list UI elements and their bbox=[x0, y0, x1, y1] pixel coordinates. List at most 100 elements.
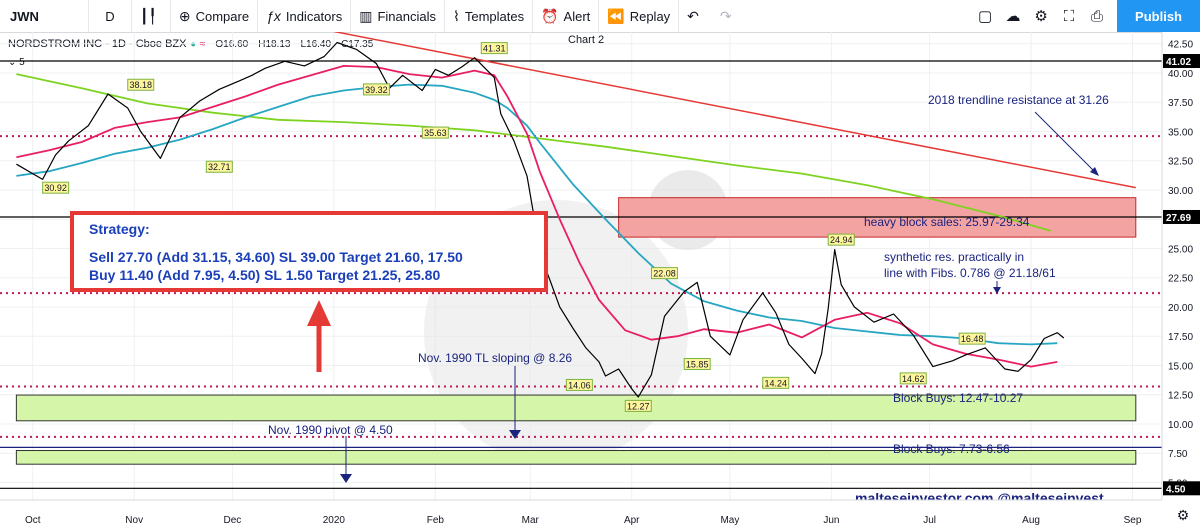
interval-label: D bbox=[105, 8, 115, 24]
strategy-buy: Buy 11.40 (Add 7.95, 4.50) SL 1.50 Targe… bbox=[89, 267, 440, 283]
layout-button[interactable]: ▢ bbox=[971, 0, 999, 32]
x-tick-label: Dec bbox=[224, 515, 242, 526]
alert-label: Alert bbox=[563, 8, 591, 24]
point-label: 39.32 bbox=[365, 85, 388, 95]
point-label: 32.71 bbox=[208, 162, 231, 172]
gear-icon: ⚙ bbox=[1034, 8, 1048, 25]
replay-icon: ⏪ bbox=[607, 7, 625, 24]
axis-settings-gear-icon[interactable]: ⚙ bbox=[1177, 507, 1190, 523]
legend-collapse-badge[interactable]: ⌄ 5 bbox=[8, 57, 25, 68]
y-tick-label: 32.50 bbox=[1168, 157, 1193, 168]
templates-icon: ⌇ bbox=[453, 7, 460, 24]
point-label-box bbox=[958, 332, 986, 345]
plus-circle-icon: ⊕ bbox=[178, 7, 191, 24]
y-tick-label: 7.50 bbox=[1168, 449, 1188, 460]
y-tick-label: 15.00 bbox=[1168, 361, 1193, 372]
price-badge bbox=[1163, 209, 1200, 224]
interval-button[interactable]: D bbox=[89, 0, 132, 32]
indicators-button[interactable]: ƒx Indicators bbox=[258, 0, 352, 32]
symbol-search[interactable]: JWN bbox=[0, 0, 89, 32]
block-buys-2-annotation: Block Buys: 7.73-6.56 bbox=[893, 442, 1010, 456]
synthetic-annotation-line2: line with Fibs. 0.786 @ 21.18/61 bbox=[884, 266, 1056, 280]
point-label-box bbox=[205, 160, 233, 173]
tl-1990-pointer-head-icon bbox=[509, 430, 521, 439]
y-tick-label: 17.50 bbox=[1168, 332, 1193, 343]
trendline-annotation: 2018 trendline resistance at 31.26 bbox=[928, 93, 1109, 107]
point-label: 41.31 bbox=[483, 44, 506, 54]
x-tick-label: Apr bbox=[624, 515, 640, 526]
replay-label: Replay bbox=[629, 8, 671, 24]
undo-button[interactable]: ↶ bbox=[679, 0, 712, 32]
price-badge-label: 4.50 bbox=[1166, 484, 1186, 495]
block-buys-1-annotation: Block Buys: 12.47-10.27 bbox=[893, 391, 1023, 405]
layout-icon: ▢ bbox=[977, 8, 993, 25]
alert-button[interactable]: ⏰ Alert bbox=[533, 0, 600, 32]
synthetic-pointer-head-icon bbox=[993, 287, 1001, 294]
y-tick-label: 30.00 bbox=[1168, 186, 1193, 197]
camera-icon: ⎙ bbox=[1091, 7, 1104, 25]
x-tick-label: Jun bbox=[823, 515, 839, 526]
y-tick-label: 20.00 bbox=[1168, 303, 1193, 314]
legend-badge-value: 5 bbox=[19, 57, 25, 68]
axis-corner bbox=[1162, 500, 1200, 532]
x-tick-label: Jul bbox=[923, 515, 936, 526]
fullscreen-icon: ⛶ bbox=[1063, 7, 1075, 25]
candles-icon: ┃╿ bbox=[140, 7, 157, 24]
save-button[interactable]: ☁ bbox=[999, 0, 1027, 32]
publish-label: Publish bbox=[1135, 8, 1182, 24]
financials-button[interactable]: ▥ Financials bbox=[351, 0, 445, 32]
tl-1990-annotation: Nov. 1990 TL sloping @ 8.26 bbox=[418, 351, 572, 365]
x-tick-label: Aug bbox=[1022, 515, 1040, 526]
series-line-ma-mid bbox=[16, 83, 1058, 346]
pivot-1990-annotation: Nov. 1990 pivot @ 4.50 bbox=[268, 423, 393, 437]
series-line-ma-long bbox=[16, 73, 1051, 232]
x-tick-label: Sep bbox=[1124, 515, 1142, 526]
x-axis: Oct Nov Dec 2020 Feb Mar Apr May Jun Jul Aug Sep bbox=[0, 499, 1162, 532]
point-label-box bbox=[480, 42, 508, 55]
price-badge bbox=[1163, 54, 1200, 69]
fx-icon: ƒx bbox=[266, 8, 281, 24]
compare-button[interactable]: ⊕ Compare bbox=[171, 0, 259, 32]
y-axis: 42.5040.0037.5035.0032.5030.0027.5025.00… bbox=[1161, 32, 1200, 500]
point-label-box bbox=[762, 376, 790, 389]
y-tick-label: 37.50 bbox=[1168, 98, 1193, 109]
price-badge bbox=[1163, 481, 1200, 496]
fullscreen-button[interactable]: ⛶ bbox=[1055, 0, 1083, 32]
point-label: 38.18 bbox=[129, 80, 152, 90]
x-axis-background bbox=[0, 500, 1162, 532]
bar-chart-icon: ▥ bbox=[359, 7, 373, 24]
redo-button[interactable]: ↷ bbox=[712, 0, 745, 32]
publish-button[interactable]: Publish bbox=[1117, 0, 1200, 32]
point-label-box bbox=[683, 358, 711, 371]
replay-button[interactable]: ⏪ Replay bbox=[599, 0, 680, 32]
price-badge-label: 27.69 bbox=[1166, 213, 1191, 224]
trendline-layer bbox=[332, 32, 1136, 189]
point-label-box bbox=[565, 378, 593, 391]
trendline-pointer-head-icon bbox=[1090, 167, 1099, 176]
price-chart[interactable]: 30.92 38.18 32.71 39.32 35.63 41.31 14.06 12.27… bbox=[0, 32, 1200, 532]
snapshot-button[interactable]: ⎙ bbox=[1083, 0, 1111, 32]
chart-style-button[interactable]: ┃╿ bbox=[132, 0, 171, 32]
y-tick-label: 35.00 bbox=[1168, 127, 1193, 138]
price-badge-label: 41.02 bbox=[1166, 57, 1191, 68]
zone-2 bbox=[15, 394, 1137, 422]
heavy-block-annotation: heavy block sales: 25.97-29.34 bbox=[864, 215, 1030, 229]
point-label: 22.08 bbox=[653, 269, 676, 279]
settings-button[interactable]: ⚙ bbox=[1027, 0, 1055, 32]
y-tick-label: 25.00 bbox=[1168, 244, 1193, 255]
undo-icon: ↶ bbox=[687, 7, 699, 24]
point-label: 14.62 bbox=[902, 374, 925, 384]
series-layer bbox=[16, 41, 1065, 398]
trendline bbox=[332, 32, 1136, 189]
y-tick-label: 12.50 bbox=[1168, 391, 1193, 402]
price-badges: 41.02 27.69 4.50 bbox=[1163, 54, 1200, 496]
point-label: 16.48 bbox=[961, 334, 984, 344]
strategy-title: Strategy: bbox=[89, 221, 150, 237]
alarm-clock-icon: ⏰ bbox=[541, 7, 559, 24]
point-label-box bbox=[362, 83, 390, 96]
templates-button[interactable]: ⌇ Templates bbox=[445, 0, 534, 32]
trendline-pointer bbox=[1034, 111, 1096, 173]
point-label: 30.92 bbox=[44, 183, 67, 193]
point-label: 14.06 bbox=[568, 380, 591, 390]
x-tick-label: May bbox=[720, 515, 739, 526]
